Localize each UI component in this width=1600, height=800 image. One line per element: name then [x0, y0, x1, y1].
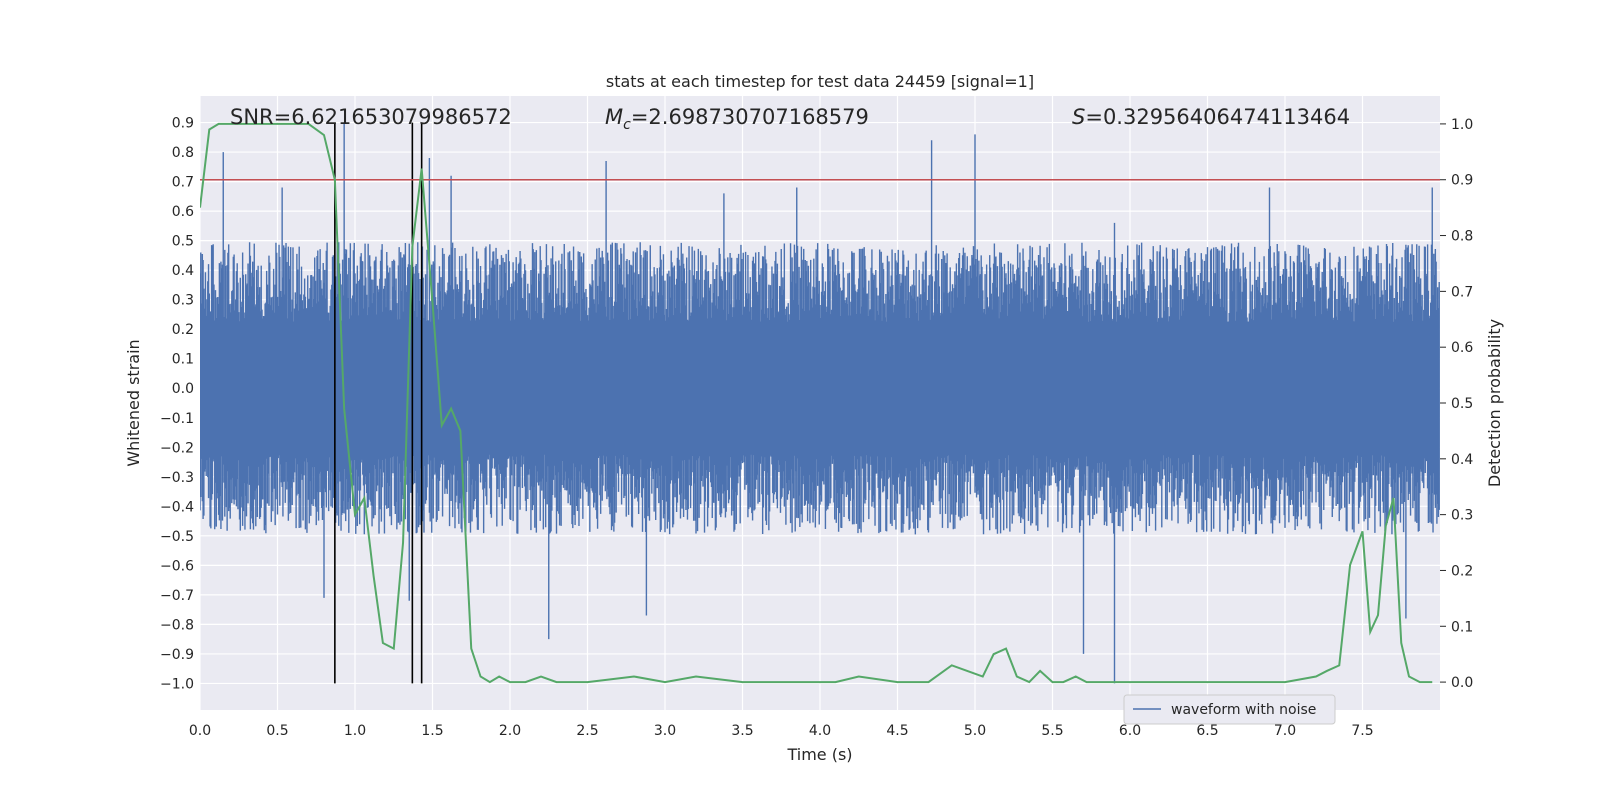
- mc-symbol: M: [605, 105, 623, 129]
- y-tick-label-left: 0.1: [172, 352, 194, 368]
- s-symbol: S: [1072, 105, 1085, 129]
- snr-annotation: SNR=6.621653079986572: [230, 105, 512, 129]
- x-tick-label: 7.0: [1274, 723, 1296, 739]
- y-tick-label-right: 0.5: [1451, 396, 1473, 412]
- vertical-markers: [334, 122, 423, 684]
- y-tick-label-right: 0.6: [1451, 340, 1473, 356]
- y-tick-label-left: −0.3: [160, 470, 194, 486]
- x-tick-label: 2.5: [576, 723, 598, 739]
- x-tick-label: 1.5: [421, 723, 443, 739]
- y-tick-label-right: 0.7: [1451, 284, 1473, 300]
- x-tick-label: 0.5: [266, 723, 288, 739]
- y-tick-label-right: 0.3: [1451, 508, 1473, 524]
- x-tick-label: 2.0: [499, 723, 521, 739]
- x-tick-label: 7.5: [1351, 723, 1373, 739]
- x-tick-label: 0.0: [189, 723, 211, 739]
- chart-title: stats at each timestep for test data 244…: [606, 72, 1034, 91]
- x-tick-label: 4.0: [809, 723, 831, 739]
- x-axis-ticks: 0.0 0.5 1.0 1.5 2.0 2.5 3.0 3.5 4.0 4.5 5.0 5.5 6.0 6…: [189, 723, 1374, 739]
- detection-probability-line: [200, 122, 1433, 684]
- y-tick-label-left: 0.9: [172, 116, 194, 132]
- y-tick-label-left: 0.8: [172, 145, 194, 161]
- x-tick-label: 6.0: [1119, 723, 1141, 739]
- legend-box: [1123, 694, 1336, 725]
- waveform-line: [200, 122, 1440, 684]
- y-tick-label-left: −0.2: [160, 440, 194, 456]
- y-axis-left-label: Whitened strain: [124, 339, 143, 466]
- y-tick-label-left: −0.4: [160, 499, 194, 515]
- y-tick-label-right: 0.2: [1451, 563, 1473, 579]
- legend-label: waveform with noise: [1171, 702, 1316, 718]
- y-tick-label-right: 0.9: [1451, 173, 1473, 189]
- y-tick-label-right: 1.0: [1451, 117, 1473, 133]
- y-tick-label-right: 0.0: [1451, 675, 1473, 691]
- x-tick-label: 5.0: [964, 723, 986, 739]
- y-axis-right-label: Detection probability: [1485, 319, 1504, 487]
- s-statistic-annotation: S=0.32956406474113464: [1072, 105, 1350, 129]
- y-tick-label-right: 0.1: [1451, 619, 1473, 635]
- x-tick-label: 3.0: [654, 723, 676, 739]
- x-tick-label: 3.5: [731, 723, 753, 739]
- x-tick-label: 4.5: [886, 723, 908, 739]
- mc-subscript: c: [623, 117, 631, 133]
- y-tick-label-left: −1.0: [160, 676, 194, 692]
- y-tick-label-left: 0.2: [172, 322, 194, 338]
- y-tick-label-left: −0.8: [160, 617, 194, 633]
- s-value: =0.32956406474113464: [1085, 105, 1350, 129]
- y-tick-label-right: 0.8: [1451, 229, 1473, 245]
- x-axis-label: Time (s): [786, 745, 852, 764]
- y-tick-label-left: −0.5: [160, 529, 194, 545]
- y-tick-label-left: −0.1: [160, 411, 194, 427]
- x-tick-label: 5.5: [1041, 723, 1063, 739]
- y-tick-label-left: 0.7: [172, 175, 194, 191]
- y-tick-label-right: 0.4: [1451, 452, 1473, 468]
- y-tick-label-left: −0.6: [160, 558, 194, 574]
- y-tick-label-left: 0.0: [172, 381, 194, 397]
- x-tick-label: 6.5: [1196, 723, 1218, 739]
- y-tick-label-left: −0.9: [160, 647, 194, 663]
- y-tick-label-left: −0.7: [160, 588, 194, 604]
- y-axis-left-ticks: 0.9 0.8 0.7 0.6 0.5 0.4 0.3 0.2 0.1 0.0 −0.1 −0.2 −0…: [160, 116, 194, 693]
- x-tick-label: 1.0: [344, 723, 366, 739]
- mc-value: =2.698730707168579: [631, 105, 869, 129]
- legend: waveform with noise: [1123, 694, 1336, 725]
- y-tick-label-left: 0.6: [172, 204, 194, 220]
- y-axis-right-ticks: 1.0 0.9 0.8 0.7 0.6 0.5 0.4 0.3 0.2 0.1 0.0: [1440, 117, 1473, 691]
- chirp-mass-annotation: Mc=2.698730707168579: [605, 105, 869, 133]
- y-tick-label-left: 0.5: [172, 234, 194, 250]
- y-tick-label-left: 0.4: [172, 263, 194, 279]
- y-tick-label-left: 0.3: [172, 293, 194, 309]
